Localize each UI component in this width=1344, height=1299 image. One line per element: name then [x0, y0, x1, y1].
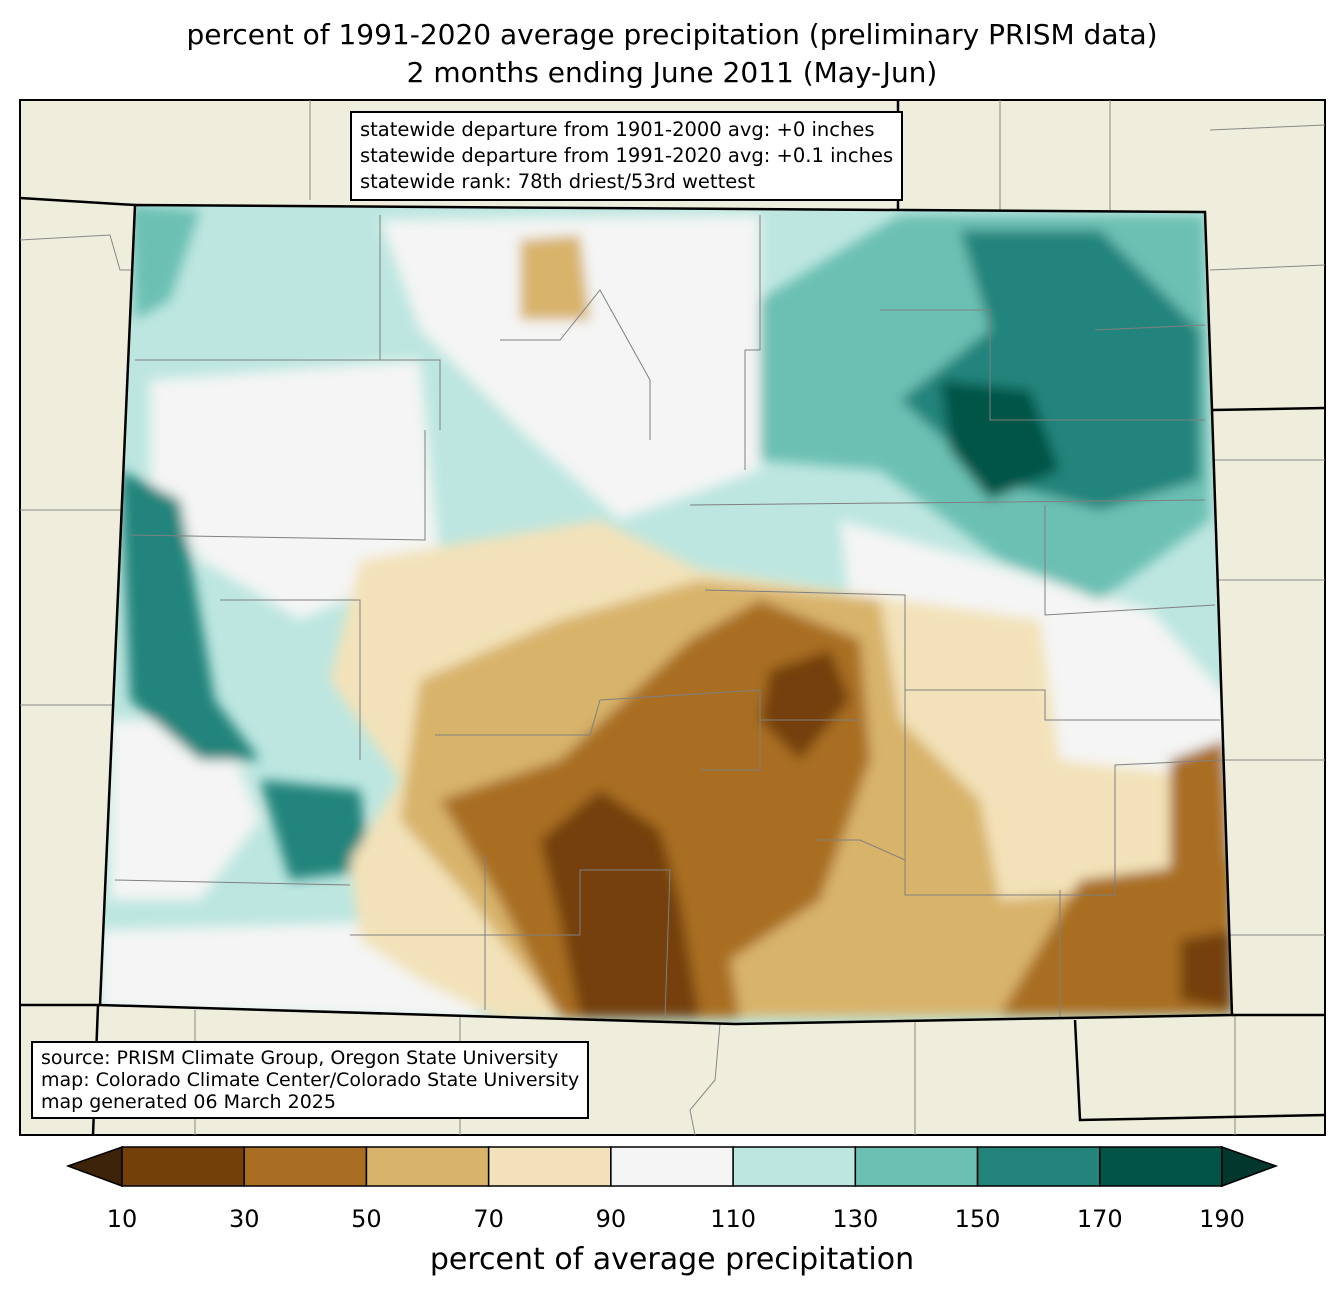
colorbar-tick-label: 150 — [954, 1205, 1001, 1233]
stats-departure-1991-2020: statewide departure from 1991-2020 avg: … — [360, 144, 894, 167]
colorbar-bin — [976, 1146, 1101, 1187]
county-lines — [114, 215, 1223, 1019]
map-credit-text: map: Colorado Climate Center/Colorado St… — [41, 1069, 580, 1091]
stats-departure-1901-2000: statewide departure from 1901-2000 avg: … — [360, 118, 875, 141]
colorbar-bin — [732, 1146, 857, 1187]
colorbar-under-extension — [65, 1145, 123, 1188]
colorado-border — [98, 203, 1234, 1026]
colorbar-tick-label: 110 — [710, 1205, 757, 1233]
generated-date-text: map generated 06 March 2025 — [41, 1091, 336, 1113]
colorado-precip-field — [100, 205, 1232, 1024]
colorbar-tick-label: 10 — [106, 1205, 138, 1233]
colorbar-bin — [121, 1146, 245, 1187]
colorbar-tick-label: 50 — [351, 1205, 382, 1233]
colorbar-tick-label: 30 — [228, 1205, 260, 1233]
colorbar — [65, 1145, 1279, 1188]
map-title-line2: 2 months ending June 2011 (May-Jun) — [406, 56, 938, 89]
colorbar-bin — [487, 1146, 612, 1187]
colorbar-bin — [854, 1146, 979, 1187]
source-text: source: PRISM Climate Group, Oregon Stat… — [41, 1047, 559, 1069]
colorbar-bin — [610, 1146, 734, 1187]
map-title-line1: percent of 1991-2020 average precipitati… — [186, 18, 1158, 51]
colorbar-bin — [365, 1146, 490, 1187]
colorbar-tick-label: 190 — [1199, 1205, 1245, 1233]
stats-rank: statewide rank: 78th driest/53rd wettest — [360, 170, 756, 193]
colorbar-bin — [243, 1146, 368, 1187]
colorbar-bin — [1099, 1146, 1223, 1187]
colorbar-over-extension — [1221, 1145, 1279, 1188]
colorbar-label: percent of average precipitation — [429, 1242, 915, 1277]
statewide-stats-box: statewide departure from 1901-2000 avg: … — [350, 111, 904, 201]
colorbar-tick-label: 70 — [473, 1205, 504, 1233]
colorbar-tick-label: 170 — [1076, 1205, 1123, 1233]
colorbar-tick-label: 130 — [832, 1205, 879, 1233]
source-box: source: PRISM Climate Group, Oregon Stat… — [31, 1041, 590, 1119]
colorbar-tick-label: 90 — [595, 1205, 627, 1233]
